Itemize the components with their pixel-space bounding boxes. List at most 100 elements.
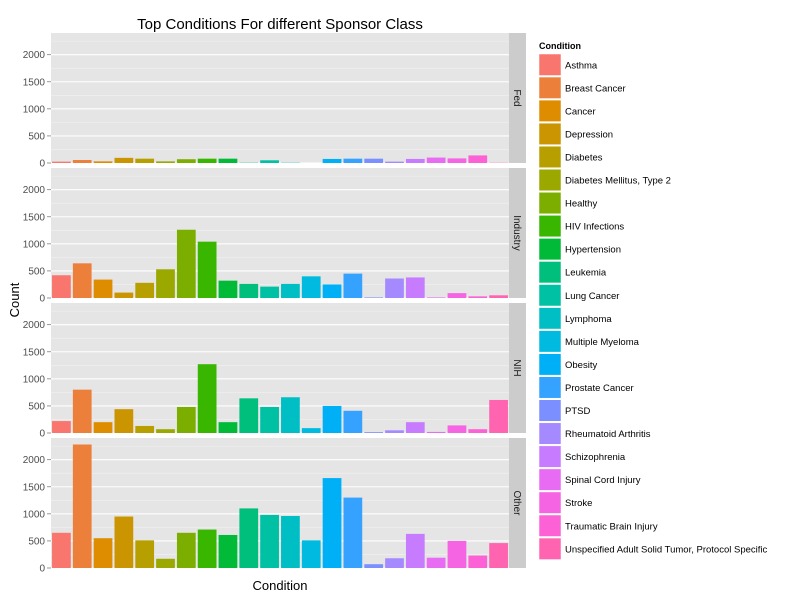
legend-key-18 — [538, 468, 562, 491]
bar-industry-10 — [260, 286, 279, 298]
legend-label-9: Leukemia — [565, 268, 607, 279]
bar-industry-4 — [135, 282, 155, 298]
bar-nih-6 — [176, 407, 196, 433]
legend-label-11: Lymphoma — [565, 314, 612, 325]
bar-industry-1 — [72, 263, 92, 298]
y-tick-label: 1500 — [23, 212, 46, 223]
facet-panel-other: 0 500 1000 1500 2000 Other — [23, 438, 526, 575]
bar-industry-2 — [93, 279, 113, 298]
y-tick-label: 1500 — [23, 482, 46, 493]
bar-fed-15 — [364, 158, 384, 163]
legend-label-18: Spinal Cord Injury — [565, 475, 641, 486]
y-tick-label: 0 — [39, 159, 45, 170]
facet-strip — [509, 168, 526, 298]
legend-key-20 — [538, 514, 562, 537]
y-tick-label: 500 — [28, 266, 45, 277]
bar-other-10 — [260, 514, 279, 568]
bar-fed-4 — [135, 158, 155, 163]
bar-industry-15 — [364, 297, 384, 298]
bar-fed-17 — [405, 158, 425, 163]
legend-label-0: Asthma — [565, 60, 598, 71]
bar-industry-0 — [52, 275, 71, 298]
y-axis-title: Count — [7, 282, 22, 317]
facet-strip-label: Other — [511, 490, 522, 516]
bar-other-2 — [93, 538, 113, 568]
chart-title: Top Conditions For different Sponsor Cla… — [137, 16, 423, 33]
legend-label-15: PTSD — [565, 406, 590, 417]
y-tick-label: 1500 — [23, 77, 46, 88]
y-tick-label: 500 — [28, 131, 45, 142]
bar-other-20 — [468, 555, 488, 568]
bar-industry-21 — [489, 295, 508, 298]
y-tick-label: 1000 — [23, 104, 46, 115]
bar-industry-12 — [301, 276, 321, 298]
bar-fed-18 — [426, 157, 446, 163]
bar-industry-20 — [468, 296, 488, 298]
bar-other-17 — [405, 533, 425, 568]
legend-label-1: Breast Cancer — [565, 83, 626, 94]
legend-key-5 — [538, 169, 562, 191]
bar-industry-16 — [385, 278, 404, 298]
bar-nih-19 — [447, 425, 467, 433]
bar-nih-21 — [489, 399, 508, 433]
legend-label-12: Multiple Myeloma — [565, 337, 640, 348]
bar-nih-7 — [197, 364, 217, 433]
bar-nih-10 — [260, 407, 279, 433]
bar-nih-3 — [114, 409, 134, 433]
y-tick-label: 2000 — [23, 185, 46, 196]
bar-nih-17 — [405, 422, 425, 433]
bar-industry-7 — [197, 241, 217, 298]
legend-key-7 — [538, 215, 562, 238]
bar-other-12 — [301, 540, 321, 568]
bar-fed-13 — [322, 158, 342, 163]
facet-strip — [509, 303, 526, 433]
legend-key-3 — [538, 122, 562, 145]
bar-nih-13 — [322, 405, 342, 433]
legend-label-8: Hypertension — [565, 245, 621, 256]
facet-strip-label: Fed — [511, 89, 522, 106]
bar-nih-14 — [343, 410, 363, 433]
legend-key-11 — [538, 307, 562, 330]
bar-other-4 — [135, 540, 155, 568]
legend-key-19 — [538, 491, 562, 514]
bar-industry-14 — [343, 273, 363, 298]
legend-key-2 — [538, 99, 562, 122]
bar-industry-3 — [114, 292, 134, 298]
legend: Condition Asthma Breast Cancer Cancer Depre… — [538, 41, 767, 560]
panel-background — [51, 168, 509, 298]
facet-panel-nih: 0 500 1000 1500 2000 NIH — [23, 303, 526, 440]
bar-nih-11 — [281, 397, 300, 433]
bar-industry-5 — [156, 269, 175, 298]
y-tick-label: 0 — [39, 564, 45, 575]
bar-other-6 — [176, 532, 196, 568]
bar-nih-20 — [468, 429, 488, 433]
facet-strip-label: Industry — [511, 215, 522, 251]
y-tick-label: 2000 — [23, 320, 46, 331]
bar-industry-6 — [176, 229, 196, 298]
bar-other-13 — [322, 478, 342, 568]
legend-key-9 — [538, 261, 562, 284]
bar-nih-4 — [135, 425, 155, 433]
legend-label-17: Schizophrenia — [565, 452, 626, 463]
legend-key-1 — [538, 76, 562, 99]
y-tick-label: 1000 — [23, 374, 46, 385]
bar-fed-20 — [468, 155, 488, 163]
bar-other-16 — [385, 558, 404, 568]
legend-label-7: HIV Infections — [565, 222, 624, 233]
bar-other-19 — [447, 540, 467, 568]
bar-nih-15 — [364, 432, 384, 433]
bar-other-0 — [52, 532, 71, 568]
bar-fed-14 — [343, 158, 363, 163]
bar-nih-1 — [72, 389, 92, 433]
legend-key-0 — [538, 53, 562, 76]
bar-fed-3 — [114, 157, 134, 163]
y-tick-label: 500 — [28, 401, 45, 412]
bar-fed-5 — [156, 161, 175, 163]
legend-label-13: Obesity — [565, 360, 597, 371]
bar-nih-18 — [426, 431, 446, 433]
legend-key-13 — [538, 353, 562, 376]
legend-key-8 — [538, 238, 562, 261]
bar-nih-8 — [218, 422, 238, 433]
bar-industry-8 — [218, 280, 238, 298]
